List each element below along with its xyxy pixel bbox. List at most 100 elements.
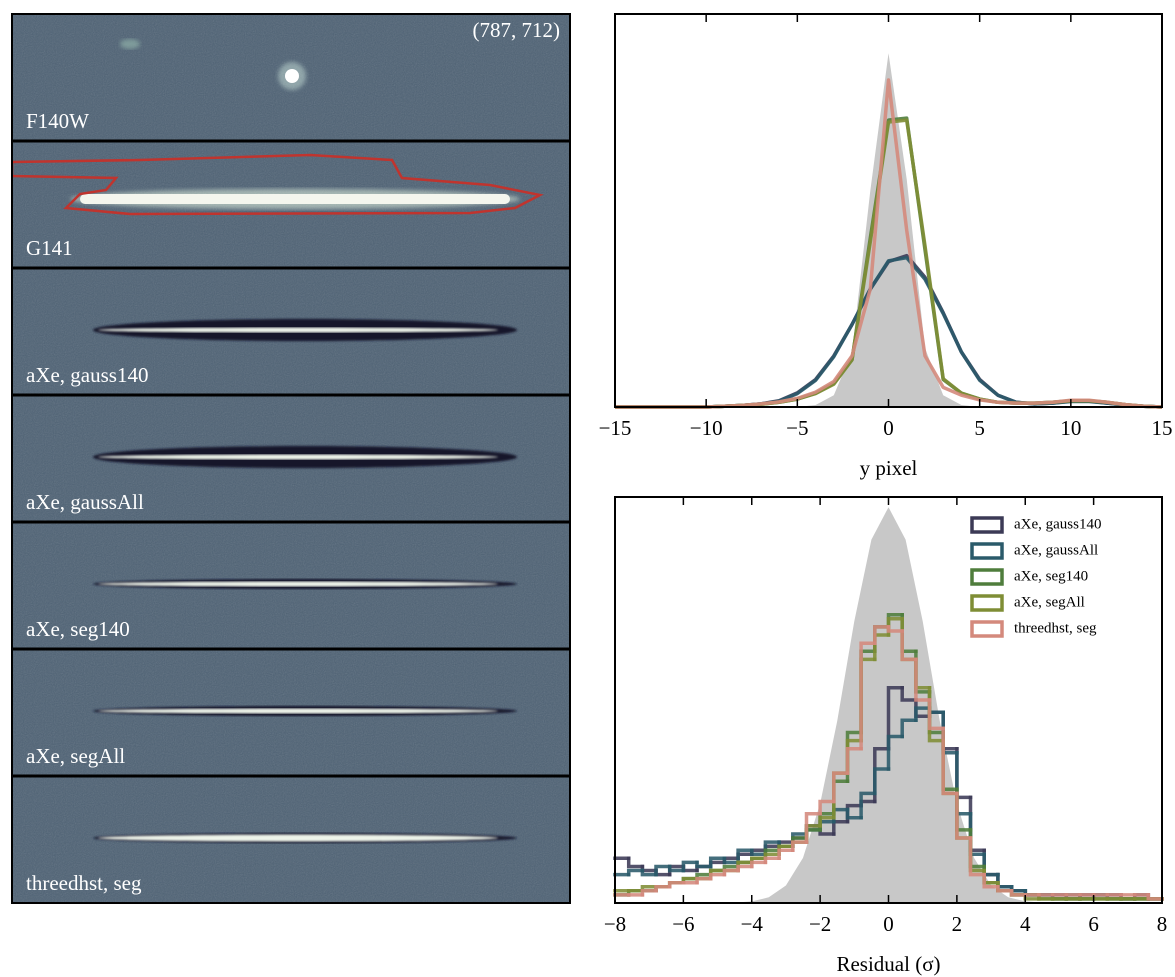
x-tick-label: 4: [1020, 912, 1031, 936]
histogram-step: [695, 876, 713, 885]
x-tick-label: −5: [786, 416, 808, 440]
histogram-step: [914, 706, 932, 723]
x-tick-label: −2: [809, 912, 831, 936]
histogram-step: [708, 856, 727, 869]
histogram-step: [845, 746, 863, 775]
histogram-step: [654, 885, 672, 893]
panel-label: F140W: [26, 109, 89, 133]
histogram-step: [941, 710, 959, 755]
histogram-step: [722, 856, 740, 865]
histogram-step: [667, 880, 686, 889]
histogram-step: [982, 852, 1000, 877]
residual-bright: [98, 454, 498, 460]
legend-swatch: [970, 594, 1004, 612]
panel-label: aXe, gauss140: [26, 363, 148, 387]
coordinate-label: (787, 712): [473, 18, 561, 42]
histogram-step: [791, 832, 809, 848]
x-tick-label: 0: [883, 912, 894, 936]
histogram-step: [1009, 885, 1028, 893]
histogram-step: [845, 807, 863, 820]
histogram-step: [955, 751, 973, 816]
legend-label: aXe, segAll: [1014, 594, 1085, 610]
histogram-step: [886, 734, 904, 771]
histogram-step: [968, 811, 986, 857]
residual-bright: [98, 834, 498, 842]
panel-label: G141: [26, 236, 73, 260]
histogram-step: [941, 710, 959, 751]
x-tick-label: 0: [883, 416, 894, 440]
legend-swatch: [970, 542, 1004, 560]
profile-area: [615, 53, 1162, 408]
histogram-step: [955, 791, 973, 840]
legend-swatch: [970, 568, 1004, 586]
histogram-step: [818, 799, 836, 816]
histogram-step: [900, 686, 918, 702]
x-tick-label: 5: [974, 416, 985, 440]
histogram-step: [750, 860, 768, 869]
histogram-step: [777, 848, 795, 861]
x-tick-label: 2: [952, 912, 963, 936]
legend-label: aXe, gaussAll: [1014, 542, 1098, 558]
legend-swatch: [970, 620, 1004, 638]
segmentation-contour: [12, 153, 544, 216]
histogram-step: [927, 698, 945, 731]
histogram-step: [640, 868, 658, 877]
histogram-step: [736, 852, 754, 861]
residual-bright: [98, 708, 498, 714]
legend-swatch: [970, 516, 1004, 534]
panel-label: aXe, seg140: [26, 617, 130, 641]
histogram-step: [873, 625, 891, 645]
histogram-step: [818, 815, 836, 828]
histogram-step: [886, 625, 904, 633]
residual-bright: [98, 581, 498, 587]
image-panels: F140W G141 aXe, gauss140 aXe, gaussAll aXe, …: [12, 14, 570, 903]
histogram-step: [736, 848, 754, 865]
histogram-step: [968, 836, 986, 877]
x-tick-label: 10: [1060, 416, 1081, 440]
histogram-step: [955, 746, 973, 800]
histogram-step: [982, 872, 1000, 889]
x-tick-label: −15: [599, 416, 632, 440]
histogram-step: [763, 840, 781, 857]
histogram-step: [996, 885, 1014, 893]
histogram-step: [941, 726, 959, 796]
x-tick-label: 15: [1152, 416, 1173, 440]
histogram-step: [654, 864, 672, 877]
histogram-step: [736, 864, 754, 873]
histogram-step: [859, 641, 877, 751]
histogram-step: [626, 856, 645, 869]
x-tick-label: 6: [1088, 912, 1099, 936]
histogram-step: [708, 860, 727, 869]
histogram-step: [654, 868, 672, 877]
histogram-step: [914, 657, 932, 702]
panel-label: threedhst, seg: [26, 871, 142, 895]
histogram-step: [763, 856, 781, 865]
histogram-step: [886, 686, 904, 751]
spectrum: [80, 194, 510, 204]
x-tick-label: −8: [604, 912, 626, 936]
legend-label: aXe, seg140: [1014, 568, 1088, 584]
histogram-step: [900, 629, 918, 662]
histogram-step: [695, 860, 713, 869]
histogram-step: [681, 864, 699, 873]
star: [285, 69, 299, 83]
histogram-step: [996, 872, 1014, 889]
panel-frame: [11, 13, 571, 904]
histogram-step: [873, 767, 891, 796]
histogram-step: [722, 868, 740, 877]
histogram-step: [982, 848, 1000, 877]
x-axis-label: Residual (σ): [836, 952, 940, 976]
histogram-step: [667, 864, 686, 873]
panel-label: aXe, segAll: [26, 744, 125, 768]
histogram-step: [900, 718, 918, 739]
residual-bright: [98, 327, 498, 333]
histogram-step: [832, 771, 850, 804]
histogram-step: [640, 889, 658, 897]
histogram-step: [750, 848, 768, 857]
histogram-step: [791, 840, 809, 852]
histogram-step: [640, 864, 658, 873]
histogram-step: [708, 872, 727, 881]
histogram-step: [1009, 889, 1028, 897]
x-tick-label: 8: [1157, 912, 1168, 936]
